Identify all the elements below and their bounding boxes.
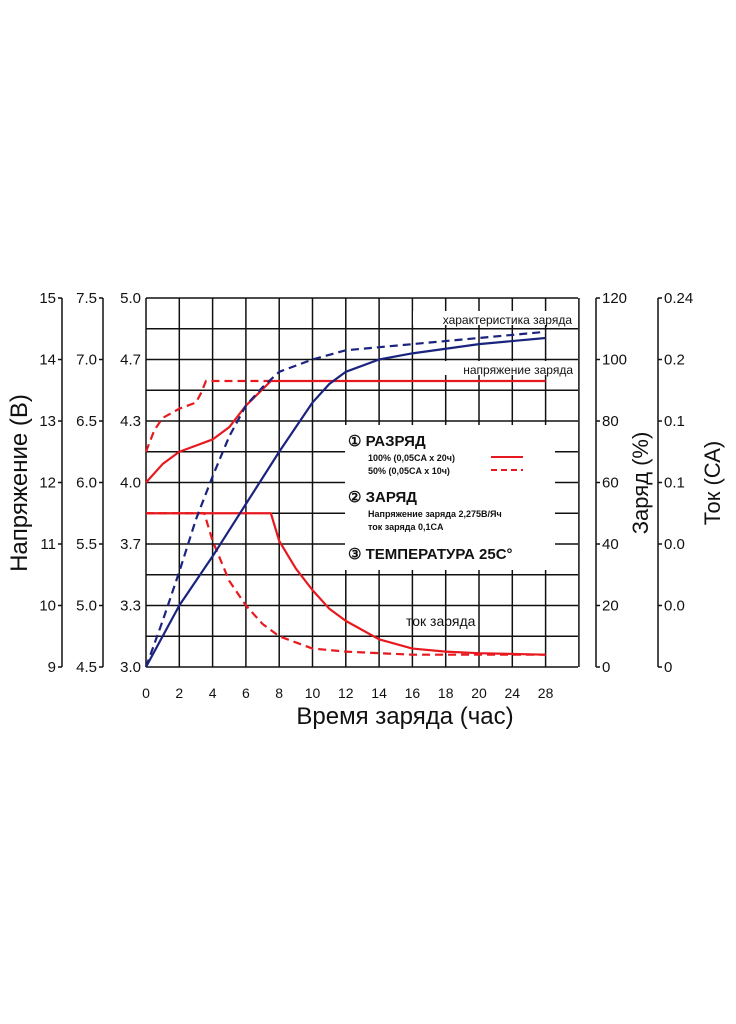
y-tick-label: 4.5 bbox=[76, 659, 97, 676]
y-tick-label: 20 bbox=[602, 598, 619, 615]
y-tick-label: 4.7 bbox=[120, 352, 141, 369]
y-tick-label: 0.2 bbox=[664, 352, 685, 369]
y-tick-label: 5.5 bbox=[76, 536, 97, 553]
y-tick-label: 5.0 bbox=[76, 598, 97, 615]
y-tick-label: 15 bbox=[39, 290, 56, 307]
charge-voltage-dashed-line bbox=[144, 379, 271, 453]
y-tick-label: 0.0 bbox=[664, 536, 685, 553]
y-tick-label: 12 bbox=[39, 475, 56, 492]
x-tick-label: 12 bbox=[338, 685, 354, 701]
y-tick-label: 3.7 bbox=[120, 536, 141, 553]
annotation-charge-voltage: напряжение заряда bbox=[463, 363, 573, 377]
legend-title-3: ③ ТЕМПЕРАТУРА 25C° bbox=[348, 546, 513, 563]
y-tick-label: 80 bbox=[602, 413, 619, 430]
charge-voltage-solid-line bbox=[145, 379, 546, 484]
y-tick-label: 0.1 bbox=[664, 475, 685, 492]
y-tick-label: 6.0 bbox=[76, 475, 97, 492]
y-tick-label: 4.0 bbox=[120, 475, 141, 492]
y-tick-label: 13 bbox=[39, 413, 56, 430]
x-tick-label: 8 bbox=[275, 685, 283, 701]
legend-charge-current: ток заряда 0,1CA bbox=[368, 522, 444, 532]
y-tick-label: 0.1 bbox=[664, 413, 685, 430]
charge-capacity-solid-line bbox=[145, 336, 546, 668]
y-axis-label-voltage: Напряжение (В) bbox=[6, 394, 33, 572]
y-tick-label: 6.5 bbox=[76, 413, 97, 430]
y-tick-label: 4.3 bbox=[120, 413, 141, 430]
y-axis-label-charge: Заряд (%) bbox=[628, 432, 653, 535]
y-tick-label: 11 bbox=[40, 536, 56, 553]
x-tick-label: 28 bbox=[538, 685, 554, 701]
curves bbox=[144, 330, 546, 668]
y-tick-label: 5.0 bbox=[120, 290, 141, 307]
y-tick-label: 0 bbox=[602, 659, 610, 676]
legend-line-50: 50% (0,05CA x 10ч) bbox=[368, 466, 450, 476]
legend: ① РАЗРЯД 100% (0,05CA x 20ч) 50% (0,05CA… bbox=[348, 433, 523, 563]
x-tick-label: 16 bbox=[405, 685, 421, 701]
legend-background bbox=[345, 425, 555, 570]
x-tick-label: 2 bbox=[175, 685, 183, 701]
legend-title-1: ① РАЗРЯД bbox=[348, 433, 426, 450]
charge-current-dashed-line bbox=[146, 512, 546, 656]
y-tick-label: 60 bbox=[602, 475, 619, 492]
y-tick-label: 40 bbox=[602, 536, 619, 553]
x-axis-label: Время заряда (час) bbox=[296, 703, 513, 730]
y-tick-label: 10 bbox=[39, 598, 56, 615]
x-tick-label: 20 bbox=[471, 685, 487, 701]
x-tick-label: 10 bbox=[305, 685, 321, 701]
y-tick-label: 7.0 bbox=[76, 352, 97, 369]
legend-line-100: 100% (0,05CA x 20ч) bbox=[368, 453, 455, 463]
y-tick-label: 120 bbox=[602, 290, 627, 307]
x-tick-label: 4 bbox=[209, 685, 217, 701]
axes: 0 2 4 6 8 10 12 14 16 18 20 24 2815141312111097.57.0… bbox=[39, 290, 693, 701]
y-tick-label: 14 bbox=[39, 352, 56, 369]
x-tick-label: 24 bbox=[505, 685, 521, 701]
x-tick-label: 14 bbox=[371, 685, 387, 701]
y-tick-label: 9 bbox=[48, 659, 56, 676]
charge-capacity-dashed-line bbox=[144, 330, 546, 668]
y-tick-label: 7.5 bbox=[76, 290, 97, 307]
annotation-charge-characteristic: характеристика заряда bbox=[443, 313, 573, 327]
y-tick-label: 3.0 bbox=[120, 659, 141, 676]
x-tick-label: 18 bbox=[438, 685, 454, 701]
annotation-charge-current: ток заряда bbox=[406, 613, 476, 629]
legend-title-2: ② ЗАРЯД bbox=[348, 489, 417, 506]
y-tick-label: 100 bbox=[602, 352, 627, 369]
y-tick-label: 0.24 bbox=[664, 290, 693, 307]
y-tick-label: 0.0 bbox=[664, 598, 685, 615]
charge-current-solid-line bbox=[146, 512, 546, 656]
x-tick-label: 0 bbox=[142, 685, 150, 701]
x-tick-label: 6 bbox=[242, 685, 250, 701]
legend-charge-voltage: Напряжение заряда 2,275В/Яч bbox=[368, 509, 502, 519]
y-axis-label-current: Ток (СА) bbox=[700, 441, 725, 525]
y-tick-label: 0 bbox=[664, 659, 672, 676]
y-tick-label: 3.3 bbox=[120, 598, 141, 615]
